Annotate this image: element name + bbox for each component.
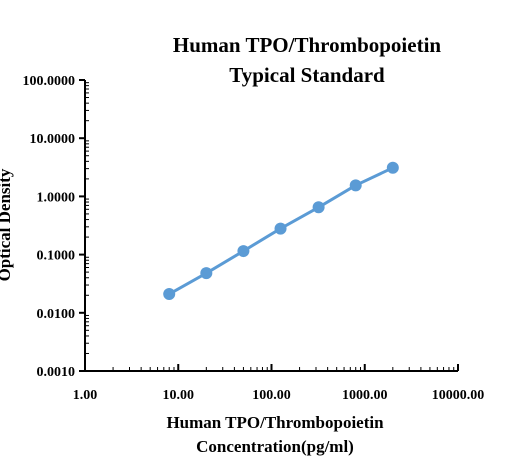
x-tick-label: 10.00: [163, 388, 195, 403]
data-point: [237, 245, 250, 258]
x-axis-ticks: [84, 364, 459, 371]
x-tick-label: 100.00: [252, 388, 291, 403]
chart-title-line-1: Human TPO/Thrombopoietin: [173, 33, 442, 57]
chart-title-line-2: Typical Standard: [229, 63, 385, 87]
data-point: [349, 179, 362, 192]
data-point: [274, 222, 287, 235]
y-tick-label: 0.0100: [37, 307, 76, 322]
tick-labels: 0.0010 0.0100 0.1000 1.0000 10.0000 100.0000 1…: [23, 74, 485, 403]
y-tick-label: 0.1000: [37, 249, 76, 264]
x-axis-title-line-1: Human TPO/Thrombopoietin: [166, 413, 384, 432]
data-point: [386, 161, 399, 174]
x-tick-label: 10000.00: [432, 388, 485, 403]
data-point: [312, 201, 325, 214]
x-tick-label: 1.00: [73, 388, 98, 403]
y-tick-label: 100.0000: [23, 74, 76, 89]
series-points: [163, 161, 399, 301]
y-tick-label: 1.0000: [37, 190, 76, 205]
y-tick-label: 10.0000: [30, 132, 76, 147]
data-point: [200, 267, 213, 280]
y-axis-title: Optical Density: [0, 168, 14, 281]
y-tick-label: 0.0010: [37, 365, 76, 380]
x-tick-label: 1000.00: [342, 388, 388, 403]
x-axis-title-line-2: Concentration(pg/ml): [196, 437, 354, 456]
data-point: [163, 288, 176, 301]
